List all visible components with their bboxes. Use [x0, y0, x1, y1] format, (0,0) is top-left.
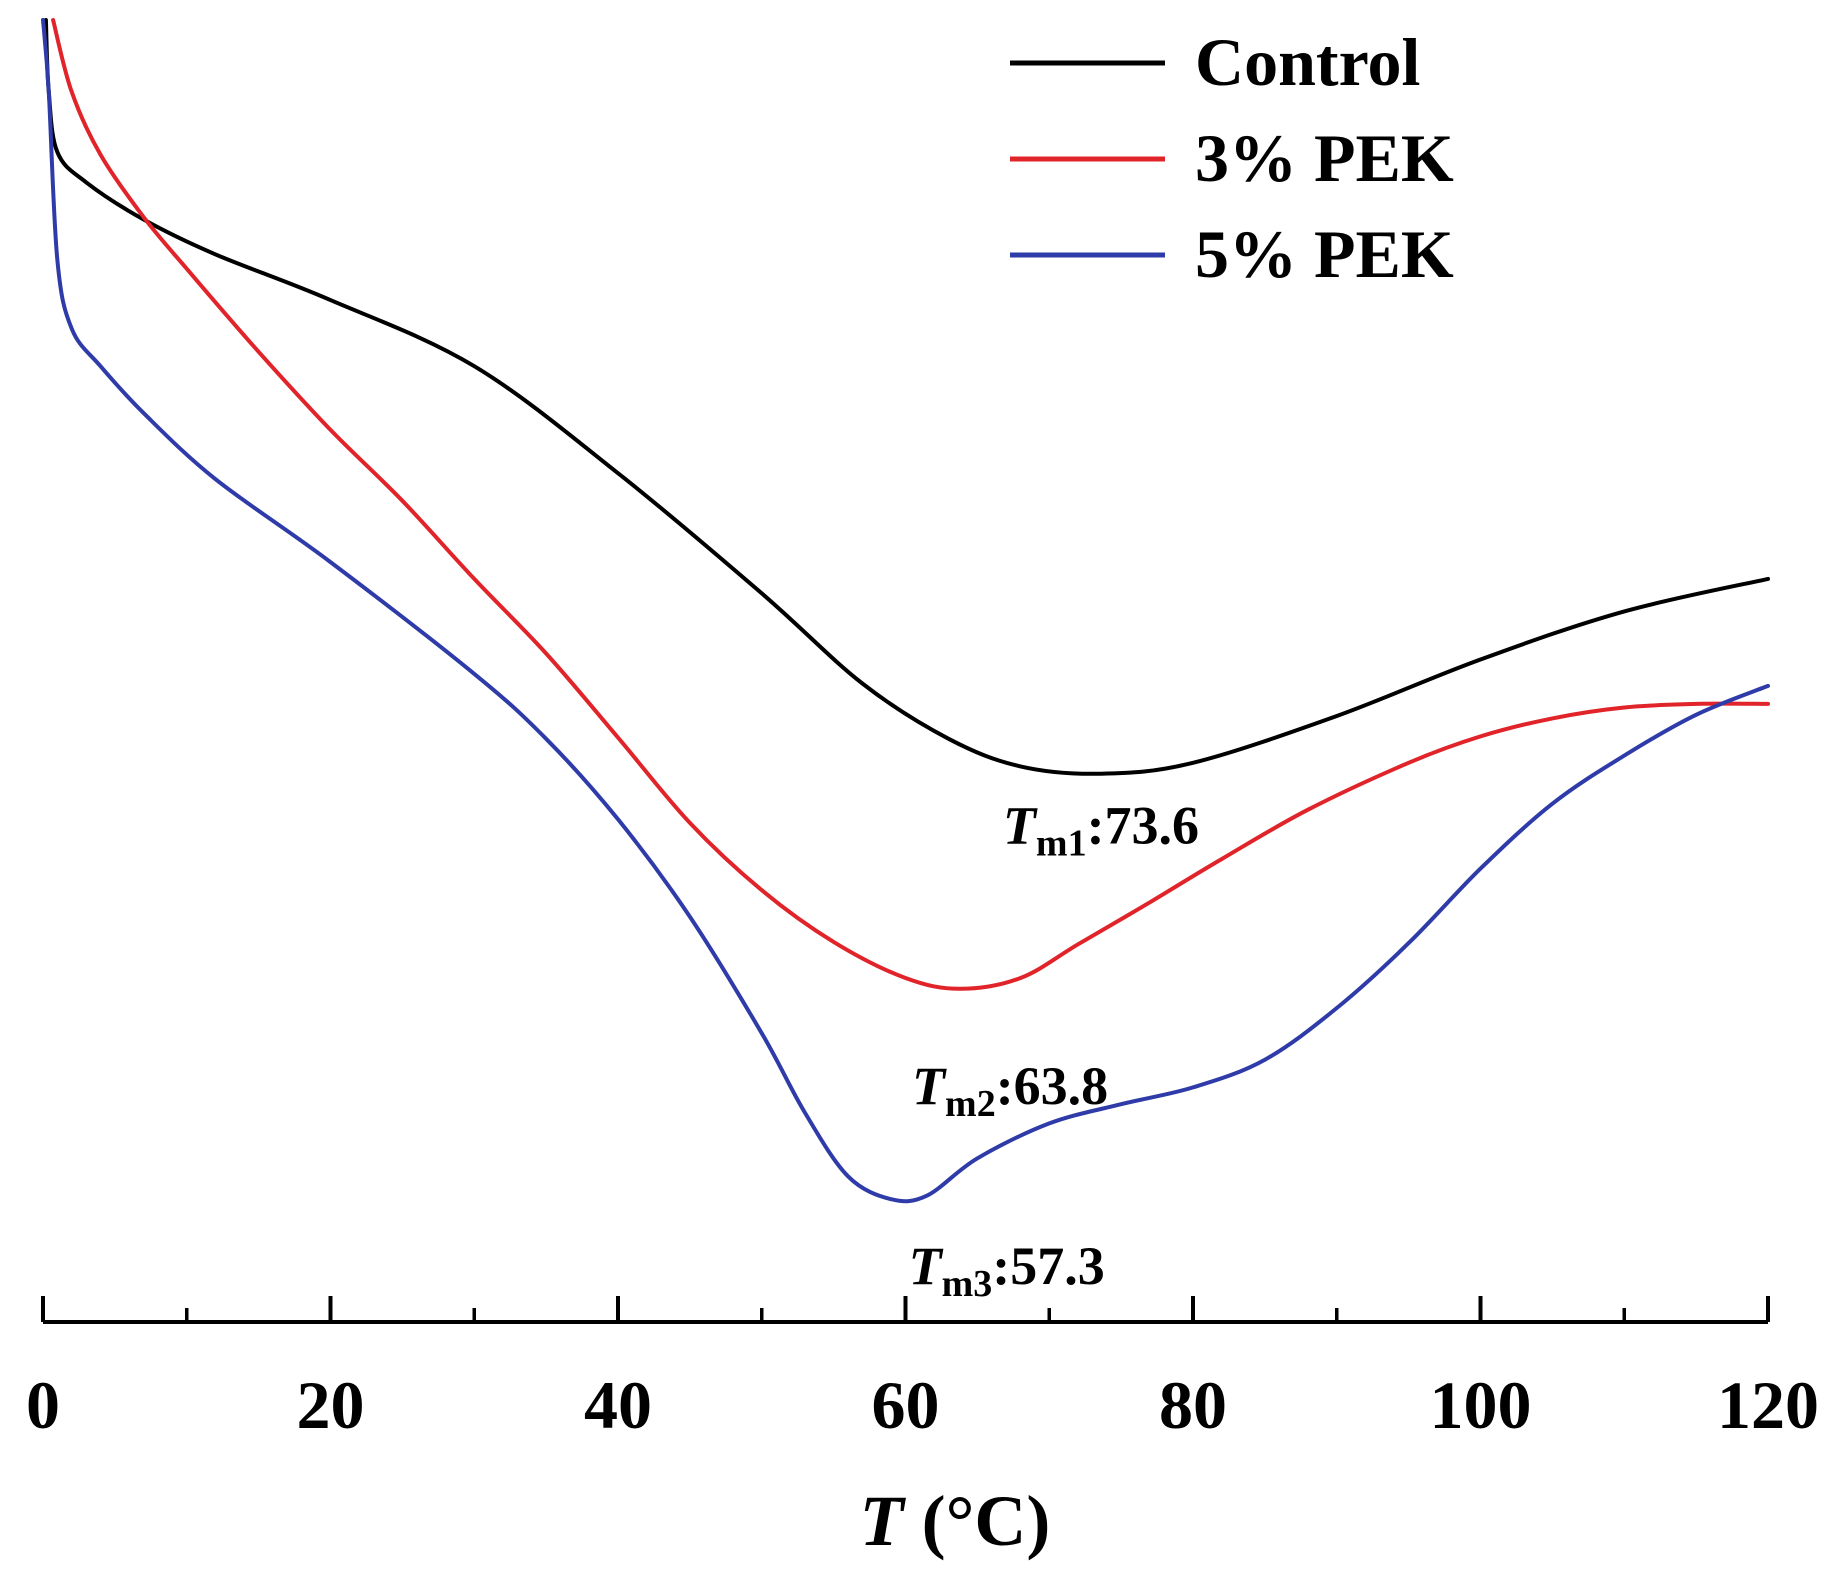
annotation-subscript: m1 [1036, 823, 1087, 865]
x-axis-label-unit: (°C) [904, 1481, 1051, 1561]
annotation-subscript: m3 [942, 1263, 993, 1305]
legend: Control 3% PEK 5% PEK [1010, 24, 1454, 292]
series-line-2 [51, 18, 1770, 991]
x-axis-label-variable: T [860, 1481, 907, 1561]
annotation-value: :63.8 [996, 1056, 1108, 1116]
x-tick-label: 60 [872, 1367, 940, 1443]
annotation-value: :73.6 [1087, 796, 1199, 856]
x-tick-label: 120 [1717, 1367, 1819, 1443]
annotation-variable: T [1003, 796, 1038, 856]
series-line-1 [43, 18, 1770, 776]
legend-label-3: 5% PEK [1195, 216, 1454, 292]
annotation-subscript: m2 [945, 1083, 996, 1125]
annotation-m1: Tm1:73.6 [1003, 796, 1199, 865]
x-axis: 0 20 40 60 80 100 120 [26, 1296, 1819, 1443]
series-layer [41, 18, 1770, 1204]
series-line-3 [41, 18, 1770, 1204]
annotation-m2: Tm2:63.8 [912, 1056, 1108, 1125]
x-tick-label: 100 [1430, 1367, 1532, 1443]
x-tick-label: 0 [26, 1367, 60, 1443]
legend-label-1: Control [1195, 24, 1420, 100]
annotation-variable: T [909, 1236, 944, 1296]
annotation-m3: Tm3:57.3 [909, 1236, 1105, 1305]
x-tick-label: 20 [297, 1367, 365, 1443]
legend-label-2: 3% PEK [1195, 120, 1454, 196]
annotation-value: :57.3 [992, 1236, 1104, 1296]
annotation-variable: T [912, 1056, 947, 1116]
x-axis-label: T (°C) [860, 1481, 1051, 1561]
x-tick-label: 80 [1159, 1367, 1227, 1443]
x-tick-label: 40 [584, 1367, 652, 1443]
